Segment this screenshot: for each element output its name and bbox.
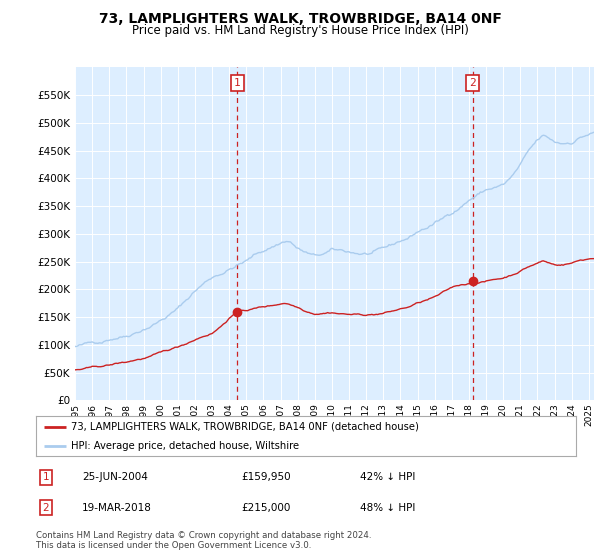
- Text: 73, LAMPLIGHTERS WALK, TROWBRIDGE, BA14 0NF (detached house): 73, LAMPLIGHTERS WALK, TROWBRIDGE, BA14 …: [71, 422, 419, 432]
- Text: £215,000: £215,000: [241, 503, 290, 513]
- Text: Contains HM Land Registry data © Crown copyright and database right 2024.
This d: Contains HM Land Registry data © Crown c…: [36, 531, 371, 550]
- Text: 48% ↓ HPI: 48% ↓ HPI: [360, 503, 415, 513]
- Text: Price paid vs. HM Land Registry's House Price Index (HPI): Price paid vs. HM Land Registry's House …: [131, 24, 469, 37]
- Text: HPI: Average price, detached house, Wiltshire: HPI: Average price, detached house, Wilt…: [71, 441, 299, 450]
- Text: £159,950: £159,950: [241, 472, 291, 482]
- Text: 25-JUN-2004: 25-JUN-2004: [82, 472, 148, 482]
- Text: 42% ↓ HPI: 42% ↓ HPI: [360, 472, 415, 482]
- Text: 1: 1: [43, 472, 49, 482]
- Text: 1: 1: [234, 78, 241, 88]
- Text: 2: 2: [469, 78, 476, 88]
- Text: 19-MAR-2018: 19-MAR-2018: [82, 503, 152, 513]
- Text: 73, LAMPLIGHTERS WALK, TROWBRIDGE, BA14 0NF: 73, LAMPLIGHTERS WALK, TROWBRIDGE, BA14 …: [98, 12, 502, 26]
- Text: 2: 2: [43, 503, 49, 513]
